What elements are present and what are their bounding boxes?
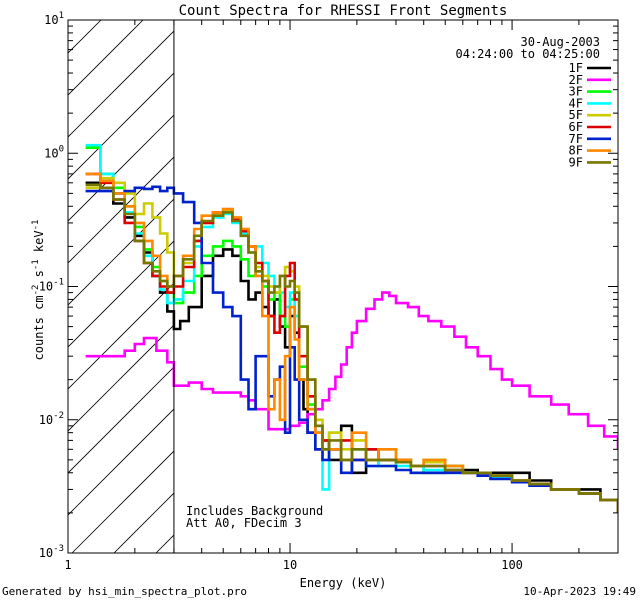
legend-label: 9F xyxy=(569,155,583,169)
y-tick-label: 100 xyxy=(44,144,64,160)
series-layer xyxy=(85,143,618,513)
legend-label: 5F xyxy=(569,108,583,122)
hatch-line xyxy=(68,198,174,306)
legend-label: 1F xyxy=(569,61,583,75)
y-tick-labels: 10-3 10-2 10-1 100 101 xyxy=(39,11,64,560)
legend-label: 2F xyxy=(569,73,583,87)
hatch-line xyxy=(71,450,174,553)
x-tick-label: 1 xyxy=(64,558,71,572)
legend-label: 4F xyxy=(569,96,583,110)
date-label: 30-Aug-2003 xyxy=(521,35,600,49)
axis-ticks xyxy=(67,19,619,554)
generated-by-label: Generated by hsi_min_spectra_plot.pro xyxy=(2,585,247,598)
x-axis-label: Energy (keV) xyxy=(300,576,387,590)
y-tick-label: 10-3 xyxy=(39,544,64,560)
y-tick-label: 101 xyxy=(44,11,64,27)
legend-label: 3F xyxy=(569,85,583,99)
legend-label: 7F xyxy=(569,132,583,146)
chart-title: Count Spectra for RHESSI Front Segments xyxy=(179,3,508,19)
y-tick-label: 10-1 xyxy=(39,278,64,294)
x-tick-label: 100 xyxy=(501,558,523,572)
x-tick-labels: 1 10 100 xyxy=(64,558,523,572)
y-axis-label: counts cm-2 s-1 keV-1 xyxy=(31,220,46,361)
legend-label: 6F xyxy=(569,120,583,134)
annotation-attenuator: Att A0, FDecim 3 xyxy=(186,516,302,530)
timestamp-label: 10-Apr-2023 19:49 xyxy=(523,585,636,598)
hatch-line xyxy=(68,408,174,516)
annotation-background: Includes Background xyxy=(186,504,323,518)
series-line-2F xyxy=(85,291,618,450)
legend-label: 8F xyxy=(569,144,583,158)
hatched-region xyxy=(68,20,174,553)
hatch-line xyxy=(68,30,174,138)
series-line-9F xyxy=(85,183,618,513)
hatch-line xyxy=(68,366,174,474)
hatch-line xyxy=(68,72,174,180)
hatch-line xyxy=(68,20,144,96)
y-tick-label: 10-2 xyxy=(39,411,64,427)
x-tick-label: 10 xyxy=(283,558,297,572)
time-range-label: 04:24:00 to 04:25:00 xyxy=(456,47,601,61)
hatch-line xyxy=(68,240,174,348)
